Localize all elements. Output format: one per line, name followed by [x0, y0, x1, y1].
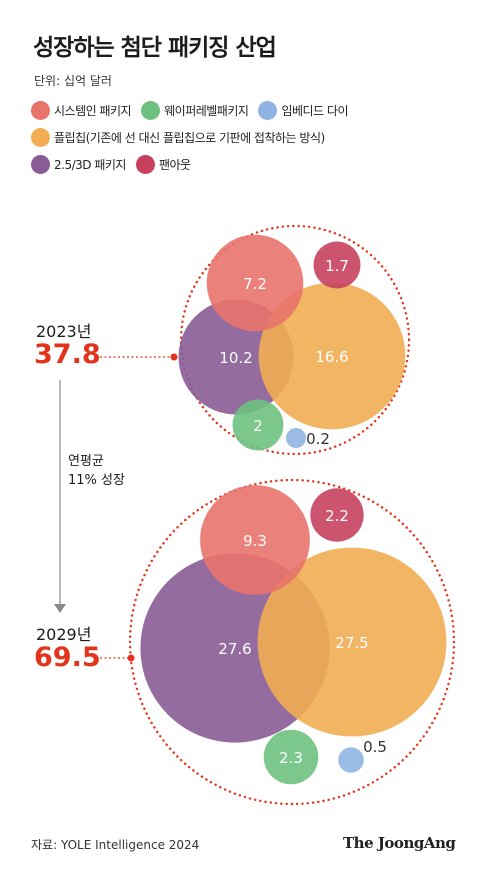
legend-label-flipchip: 플립칩(기존에 선 대신 플립칩으로 기판에 접착하는 방식)	[54, 131, 325, 145]
legend-label-fanout: 팬아웃	[158, 158, 191, 172]
legend-item-system: 시스템인 패키지	[31, 101, 132, 120]
bubble-wafer-1	[263, 729, 319, 785]
bubble-flipchip-0	[258, 282, 406, 430]
bubble-wafer-0	[232, 399, 284, 451]
legend-label-system: 시스템인 패키지	[54, 104, 132, 118]
bubble-label-wafer-1: 2.3	[279, 749, 303, 767]
bubble-fanout-1	[310, 488, 364, 542]
growth-note-line-1: 연평균	[68, 454, 104, 469]
bubble-label-fanout-1: 2.2	[325, 507, 349, 525]
legend-row-1: 시스템인 패키지 웨이퍼레벨패키지 임베디드 다이	[31, 97, 471, 124]
bubble-system-0	[206, 234, 304, 332]
bubble-embedded-1	[338, 747, 364, 773]
legend: 시스템인 패키지 웨이퍼레벨패키지 임베디드 다이 플립칩(기존에 선 대신 플…	[31, 97, 471, 178]
bubble-label-system-1: 9.3	[243, 532, 267, 550]
legend-item-wafer: 웨이퍼레벨패키지	[141, 101, 249, 120]
bubble-label-system-0: 7.2	[243, 275, 267, 293]
bubble-fanout-0	[313, 241, 361, 289]
bubble-embedded-0	[286, 428, 306, 448]
legend-swatch-wafer	[141, 101, 161, 120]
bubble-label-embedded-0: 0.2	[306, 430, 330, 448]
group-boundary-0	[179, 224, 411, 456]
bubble-label-pkg25d3d-0: 10.2	[219, 349, 252, 367]
legend-label-embedded: 임베디드 다이	[281, 104, 348, 118]
legend-swatch-fanout	[135, 155, 155, 174]
bubble-label-pkg25d3d-1: 27.6	[218, 640, 251, 658]
legend-swatch-embedded	[258, 101, 278, 120]
growth-note: 연평균 11% 성장	[68, 452, 125, 490]
legend-item-flipchip: 플립칩(기존에 선 대신 플립칩으로 기판에 접착하는 방식)	[31, 128, 325, 147]
bubble-label-embedded-1: 0.5	[363, 738, 387, 756]
legend-row-3: 2.5/3D 패키지 팬아웃	[31, 151, 471, 178]
bubble-label-wafer-0: 2	[253, 417, 263, 435]
legend-swatch-flipchip	[31, 128, 50, 147]
bubble-flipchip-1	[257, 547, 447, 737]
legend-item-pkg25d3d: 2.5/3D 패키지	[31, 155, 126, 174]
total-value-2023: 37.8	[34, 339, 101, 370]
legend-label-pkg25d3d: 2.5/3D 패키지	[54, 158, 126, 172]
source-note: 자료: YOLE Intelligence 2024	[31, 838, 200, 852]
bubble-label-flipchip-1: 27.5	[335, 634, 368, 652]
bubble-system-1	[200, 485, 310, 595]
bubble-label-flipchip-0: 16.6	[315, 348, 348, 366]
year-label-2029: 2029년	[36, 625, 92, 644]
growth-arrow-head	[54, 604, 66, 613]
legend-item-embedded: 임베디드 다이	[258, 101, 348, 120]
legend-swatch-system	[31, 101, 50, 120]
year-label-2023: 2023년	[36, 322, 92, 341]
unit-label: 단위: 십억 달러	[34, 74, 112, 88]
bubble-label-fanout-0: 1.7	[325, 257, 349, 275]
legend-row-2: 플립칩(기존에 선 대신 플립칩으로 기판에 접착하는 방식)	[31, 124, 471, 151]
connector-dot-0	[170, 353, 178, 361]
total-value-2029: 69.5	[34, 642, 101, 673]
brand-logo: The JoongAng	[343, 834, 456, 852]
group-boundary-1	[128, 478, 456, 806]
legend-swatch-pkg25d3d	[31, 155, 50, 174]
chart-title: 성장하는 첨단 패키징 산업	[33, 35, 277, 61]
growth-note-line-2: 11% 성장	[68, 473, 125, 488]
legend-label-wafer: 웨이퍼레벨패키지	[164, 104, 249, 118]
legend-item-fanout: 팬아웃	[135, 155, 191, 174]
